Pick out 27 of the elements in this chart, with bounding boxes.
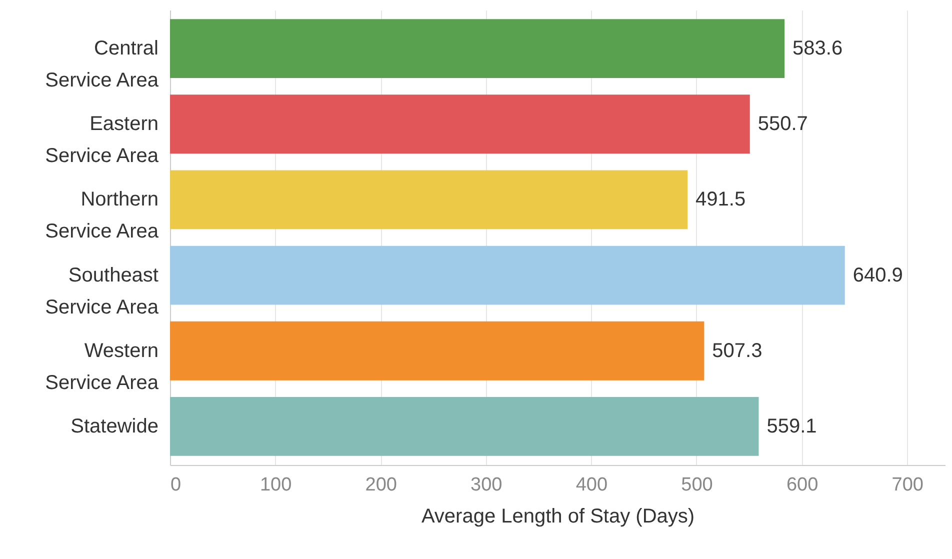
data-label: 640.9 bbox=[852, 264, 903, 286]
data-label: 559.1 bbox=[766, 415, 817, 438]
x-tick-label: 400 bbox=[576, 474, 608, 496]
bar bbox=[170, 170, 688, 230]
y-tick-label: Eastern Service Area bbox=[45, 113, 160, 168]
data-label: 507.3 bbox=[712, 340, 762, 362]
y-tick-label: Statewide bbox=[70, 415, 158, 438]
bar bbox=[170, 19, 785, 78]
x-tick-label: 300 bbox=[470, 474, 502, 496]
data-label: 491.5 bbox=[696, 188, 746, 211]
x-tick-label: 200 bbox=[365, 474, 397, 496]
bar bbox=[170, 94, 750, 154]
x-tick-label: 500 bbox=[681, 474, 713, 496]
bar bbox=[170, 396, 759, 456]
x-tick-label: 700 bbox=[892, 474, 924, 496]
x-tick-label: 600 bbox=[786, 474, 818, 496]
bar bbox=[170, 246, 845, 305]
x-axis-title: Average Length of Stay (Days) bbox=[421, 506, 695, 528]
y-tick-label: Central Service Area bbox=[45, 38, 160, 92]
data-label: 550.7 bbox=[758, 113, 808, 136]
x-tick-label: 0 bbox=[170, 474, 182, 496]
y-tick-label: Southeast Service Area bbox=[45, 264, 160, 318]
bar bbox=[170, 321, 704, 380]
y-tick-label: Northern Service Area bbox=[45, 188, 160, 243]
y-tick-label: Western Service Area bbox=[45, 340, 160, 394]
x-tick-label: 100 bbox=[260, 474, 292, 496]
data-label: 583.6 bbox=[792, 38, 843, 60]
